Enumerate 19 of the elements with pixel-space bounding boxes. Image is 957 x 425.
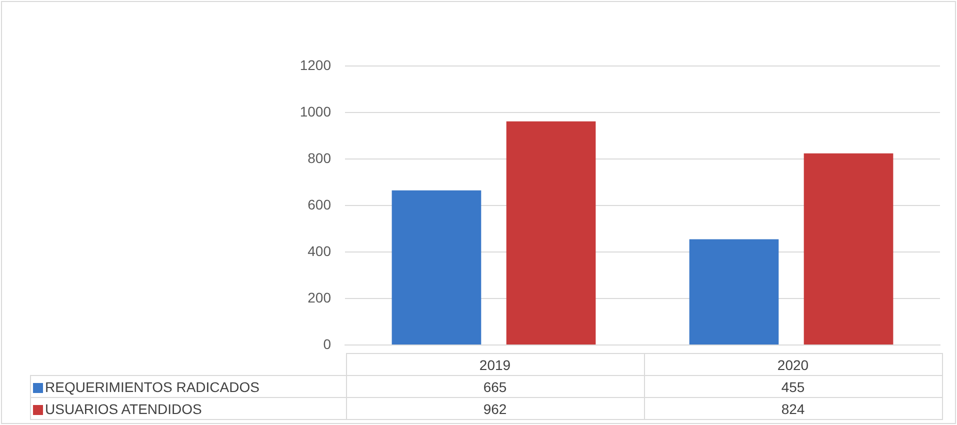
data-label: 824 (644, 398, 942, 420)
bar (392, 190, 482, 344)
y-tick-label: 1200 (300, 56, 332, 73)
y-tick-label: 400 (308, 242, 332, 259)
y-tick-label: 600 (308, 196, 332, 212)
x-tick-label: 2019 (346, 354, 644, 376)
y-tick-label: 1000 (300, 103, 332, 120)
legend-label: REQUERIMIENTOS RADICADOS (30, 376, 346, 398)
x-tick-label: 2020 (644, 354, 942, 376)
bar (506, 121, 596, 344)
y-tick-label: 800 (308, 150, 332, 166)
y-tick-label: 200 (308, 289, 332, 306)
bar (689, 239, 779, 344)
data-label: 665 (346, 376, 644, 398)
data-label: 455 (644, 376, 942, 398)
data-label: 962 (346, 398, 644, 420)
bar (804, 153, 894, 344)
y-tick-label: 0 (323, 336, 332, 352)
legend-label: USUARIOS ATENDIDOS (30, 398, 346, 420)
